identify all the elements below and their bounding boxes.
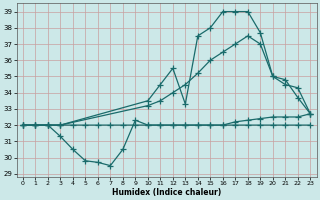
X-axis label: Humidex (Indice chaleur): Humidex (Indice chaleur) (112, 188, 221, 197)
